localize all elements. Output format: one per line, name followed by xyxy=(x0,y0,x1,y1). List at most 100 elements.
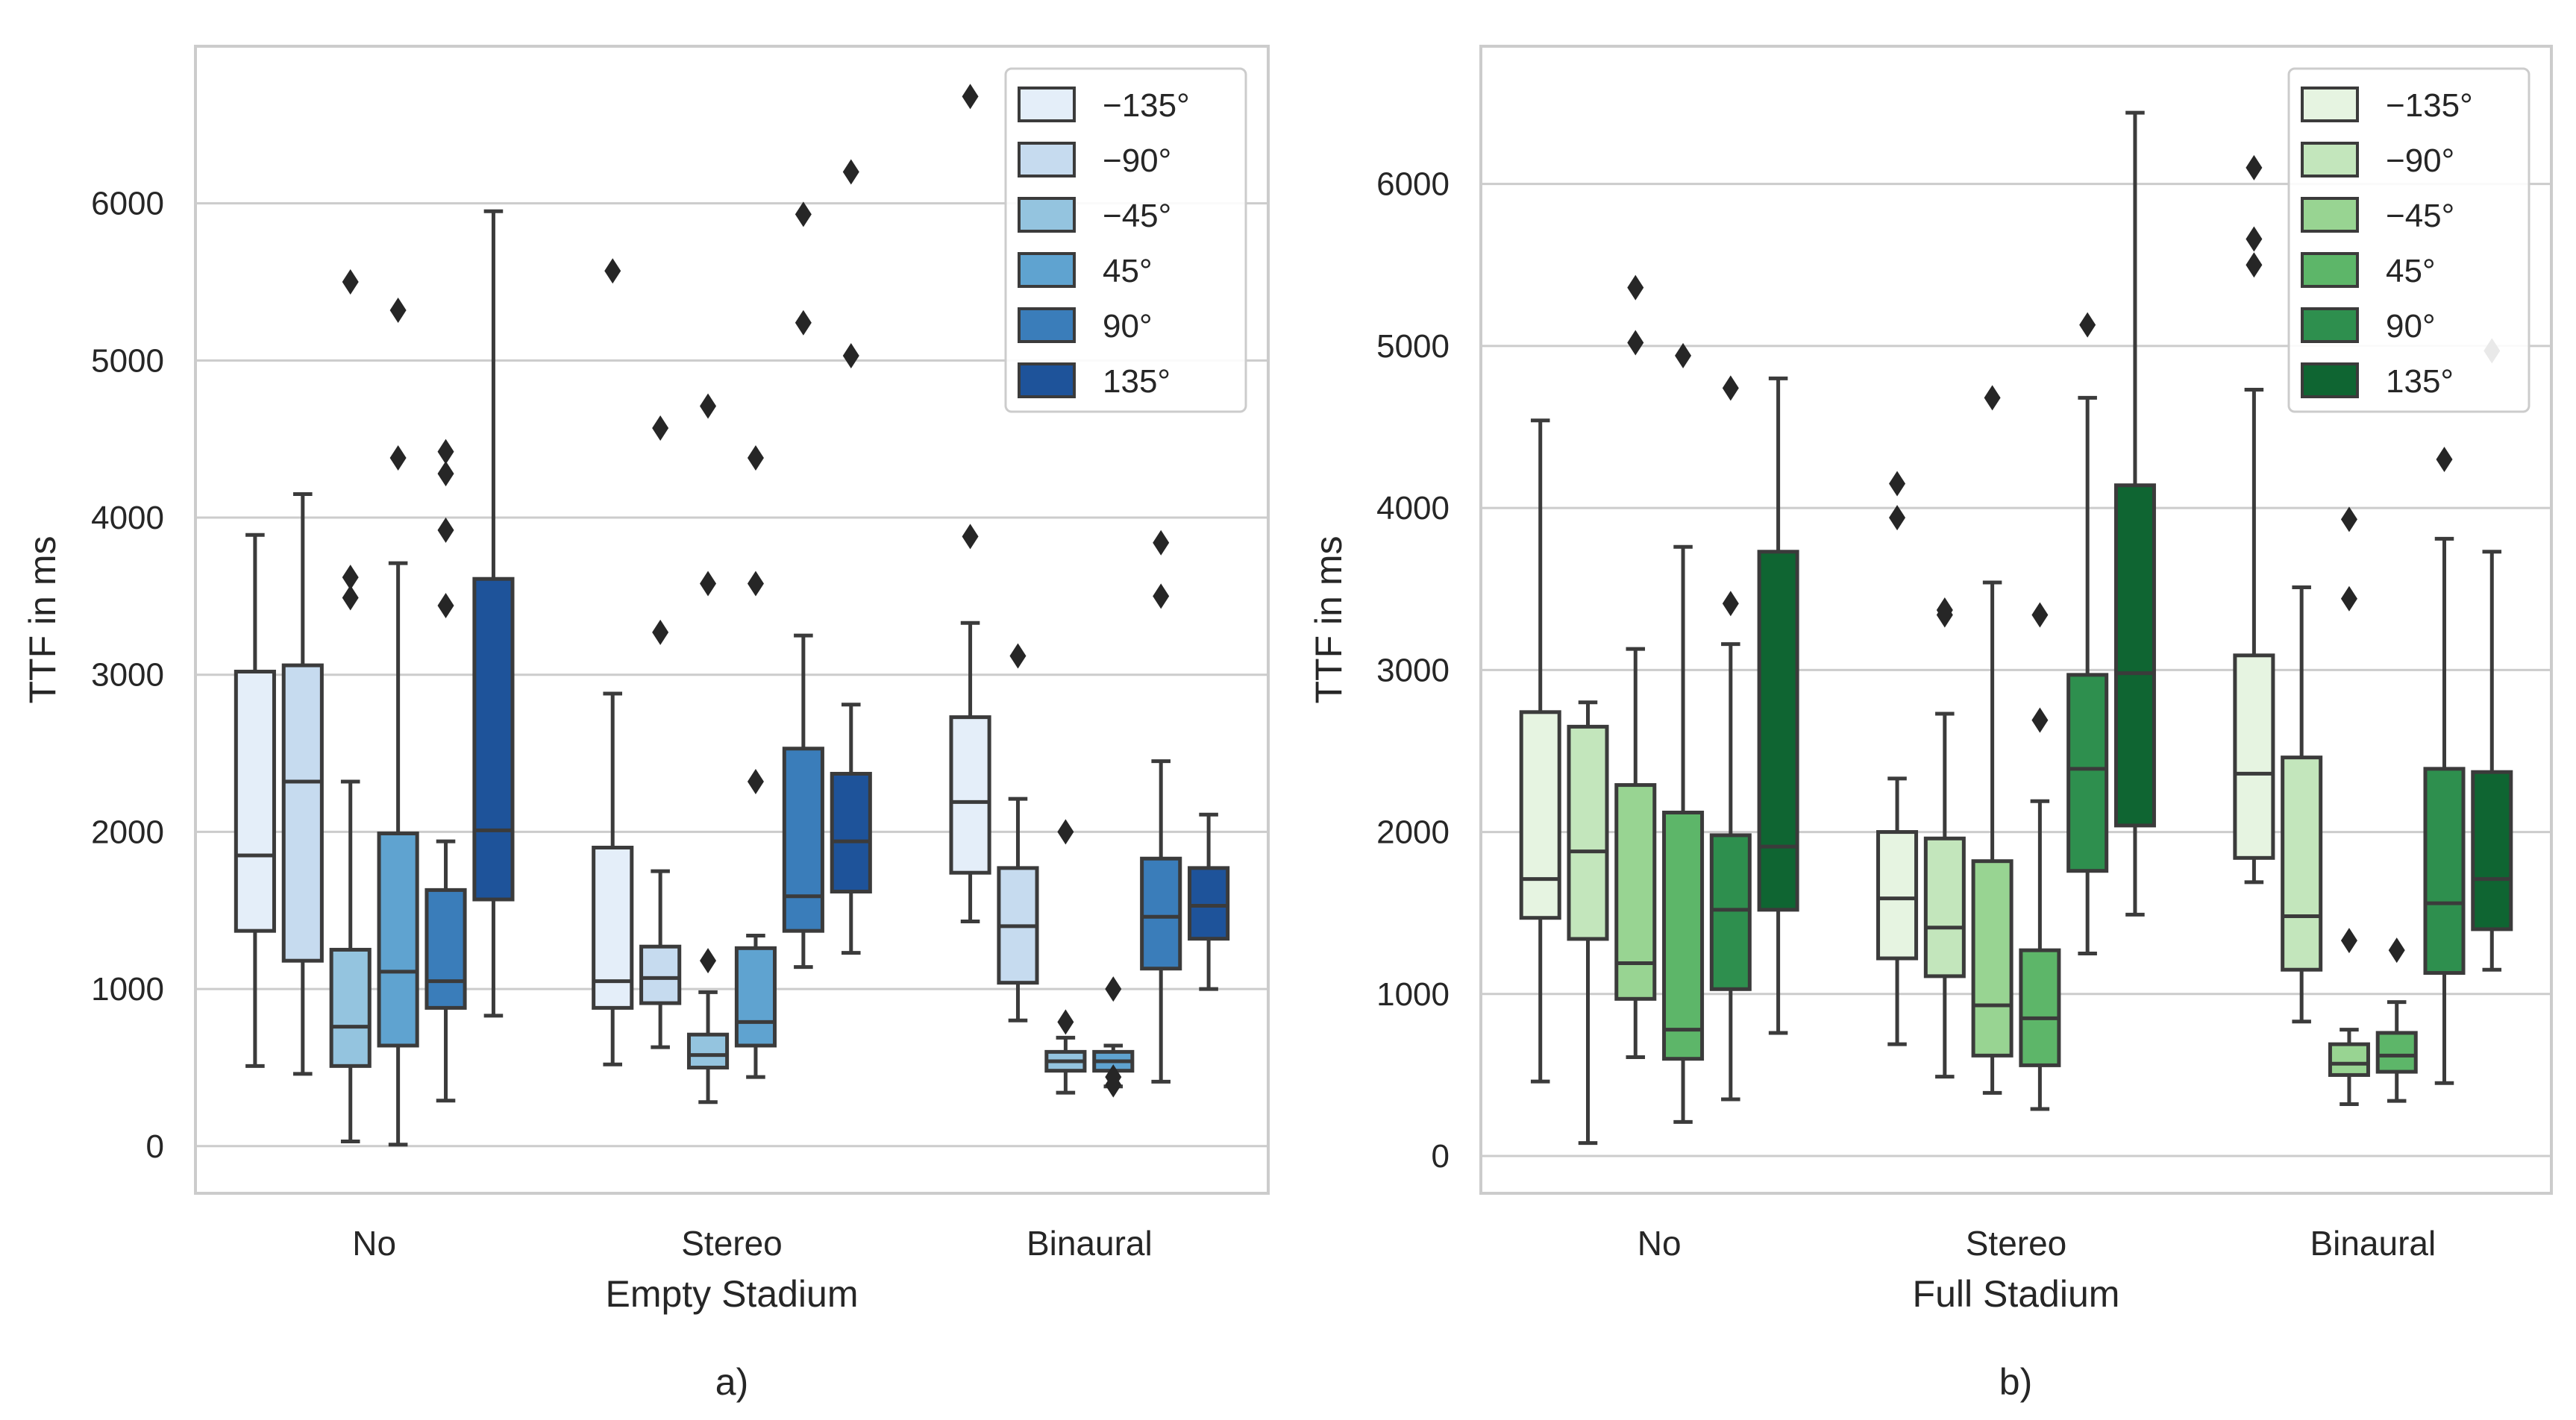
panel-caption: a) xyxy=(715,1361,748,1403)
outlier-marker xyxy=(1057,1009,1074,1035)
outlier-marker xyxy=(437,593,454,619)
box-iqr xyxy=(377,832,419,1048)
y-tick-label: 3000 xyxy=(1376,652,1450,688)
outlier-marker xyxy=(604,258,621,284)
outlier-marker xyxy=(1936,597,1953,623)
box-iqr xyxy=(1188,866,1230,941)
outlier-marker xyxy=(2031,707,2049,733)
box-stereo-2 xyxy=(1971,385,2014,1095)
box-stereo-1 xyxy=(639,415,682,1049)
box-binaural-2 xyxy=(2328,506,2370,1107)
outlier-marker xyxy=(962,524,979,550)
outlier-marker xyxy=(2340,928,2357,954)
outlier-marker xyxy=(795,201,812,227)
x-category-label: No xyxy=(352,1224,396,1263)
y-axis-label: TTF in ms xyxy=(1308,536,1350,704)
legend: −135° −90° −45° 45° 90° 135° xyxy=(2287,67,2530,413)
box-binaural-1 xyxy=(997,643,1039,1022)
box-iqr xyxy=(2471,770,2513,932)
box-binaural-5 xyxy=(2471,338,2513,972)
outlier-marker xyxy=(2031,602,2049,628)
axes-frame xyxy=(1479,45,2553,1195)
box-stereo-4 xyxy=(2066,312,2109,955)
box-no-5 xyxy=(1757,376,1799,1035)
legend-swatch xyxy=(2301,252,2359,288)
box-binaural-3 xyxy=(2375,937,2418,1103)
legend-label: 135° xyxy=(1103,363,1171,400)
box-iqr xyxy=(1614,783,1657,1001)
y-tick-label: 5000 xyxy=(91,342,164,379)
panel-caption: b) xyxy=(1999,1361,2032,1403)
box-iqr xyxy=(2113,483,2156,828)
box-no-3 xyxy=(1662,342,1705,1124)
chart-panel-b: 0 1000 2000 3000 4000 5000 6000 No Stereo Binaura… xyxy=(1308,45,2553,1403)
outlier-marker xyxy=(1153,583,1170,609)
y-tick-label: 3000 xyxy=(91,657,164,694)
outlier-marker xyxy=(842,343,859,369)
outlier-marker xyxy=(342,585,359,611)
box-iqr xyxy=(782,747,824,933)
outlier-marker xyxy=(1889,505,1906,531)
outlier-marker xyxy=(1722,591,1739,617)
outlier-marker xyxy=(342,565,359,591)
box-iqr xyxy=(1876,830,1919,961)
box-stereo-3 xyxy=(2019,602,2061,1111)
legend-label: −135° xyxy=(2386,87,2473,124)
legend-swatch xyxy=(1018,362,1076,398)
outlier-marker xyxy=(2436,446,2453,472)
box-stereo-3 xyxy=(734,444,777,1079)
box-iqr xyxy=(1971,859,2014,1058)
outlier-marker xyxy=(1627,274,1644,301)
box-iqr xyxy=(592,845,634,1010)
box-iqr xyxy=(2423,767,2466,976)
outlier-marker xyxy=(389,444,407,471)
y-tick-label: 1000 xyxy=(1376,976,1450,1013)
outlier-marker xyxy=(1153,530,1170,556)
outlier-marker xyxy=(437,517,454,543)
legend-swatch xyxy=(2301,307,2359,343)
outlier-marker xyxy=(962,84,979,110)
outlier-marker xyxy=(652,619,669,645)
legend-swatch xyxy=(2301,87,2359,122)
box-stereo-5 xyxy=(2113,110,2156,917)
y-axis-label: TTF in ms xyxy=(22,536,63,704)
outlier-marker xyxy=(700,393,717,419)
outlier-marker xyxy=(842,159,859,185)
y-tick-label: 1000 xyxy=(91,971,164,1008)
outlier-marker xyxy=(1105,976,1122,1002)
outlier-marker xyxy=(795,310,812,336)
y-tick-label: 2000 xyxy=(1376,814,1450,851)
box-stereo-0 xyxy=(1876,471,1919,1046)
outlier-marker xyxy=(2388,937,2405,964)
y-tick-label: 2000 xyxy=(91,814,164,850)
box-no-4 xyxy=(1709,375,1752,1102)
legend-label: 135° xyxy=(2386,363,2454,400)
box-iqr xyxy=(639,944,682,1005)
legend-label: −90° xyxy=(1103,142,1171,179)
outlier-marker xyxy=(437,439,454,465)
box-no-5 xyxy=(472,209,515,1018)
box-iqr xyxy=(1757,550,1799,912)
legend-label: −90° xyxy=(2386,142,2454,179)
outlier-marker xyxy=(700,571,717,597)
box-iqr xyxy=(1519,710,1561,920)
legend-label: 45° xyxy=(1103,253,1153,289)
box-stereo-0 xyxy=(592,258,634,1066)
outlier-marker xyxy=(389,297,407,323)
box-binaural-0 xyxy=(2233,154,2275,885)
y-tick-label: 0 xyxy=(1432,1138,1450,1175)
axes-frame xyxy=(194,45,1270,1195)
box-iqr xyxy=(1567,724,1609,941)
y-tick-label: 4000 xyxy=(91,500,164,536)
box-stereo-4 xyxy=(782,201,824,970)
box-binaural-4 xyxy=(1140,530,1182,1084)
legend-swatch xyxy=(1018,87,1076,122)
box-binaural-0 xyxy=(949,84,991,924)
box-iqr xyxy=(472,577,515,902)
legend-label: 45° xyxy=(2386,253,2436,289)
box-iqr xyxy=(686,1032,730,1069)
outlier-marker xyxy=(1105,1064,1122,1090)
box-no-4 xyxy=(424,439,467,1103)
outlier-marker xyxy=(747,769,764,795)
